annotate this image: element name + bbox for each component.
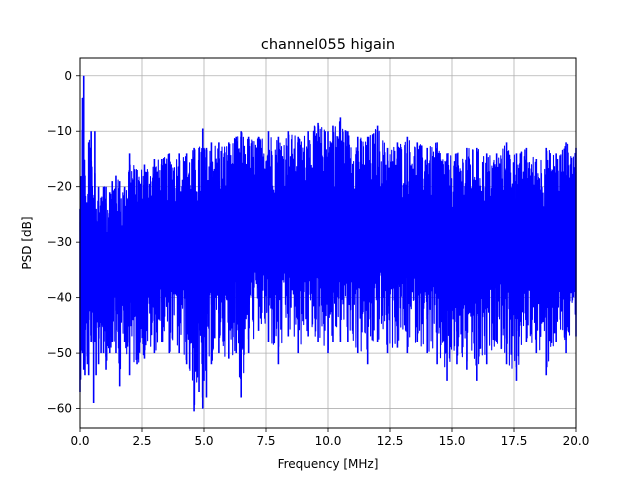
x-tick-label: 5.0 — [194, 434, 213, 448]
plot-area — [79, 75, 577, 412]
x-tick-label: 17.5 — [501, 434, 528, 448]
y-tick-label: −40 — [47, 291, 72, 305]
x-tick-label: 0.0 — [70, 434, 89, 448]
x-tick-label: 2.5 — [132, 434, 151, 448]
y-tick-label: −60 — [47, 402, 72, 416]
y-tick-label: −30 — [47, 235, 72, 249]
x-tick-label: 20.0 — [563, 434, 590, 448]
y-tick-label: −20 — [47, 180, 72, 194]
axis-ticks: 0.0 2.5 5.0 7.5 10.0 12.5 15.0 17.5 20.0 0 −10 −20 −… — [47, 69, 590, 448]
y-axis-label: PSD [dB] — [20, 216, 34, 269]
x-tick-label: 12.5 — [377, 434, 404, 448]
x-axis-label: Frequency [MHz] — [278, 457, 379, 471]
x-tick-label: 7.5 — [256, 434, 275, 448]
y-tick-label: −50 — [47, 346, 72, 360]
y-tick-label: −10 — [47, 124, 72, 138]
y-tick-label: 0 — [64, 69, 72, 83]
chart-title: channel055 higain — [261, 37, 395, 53]
x-tick-label: 10.0 — [315, 434, 342, 448]
x-tick-label: 15.0 — [439, 434, 466, 448]
